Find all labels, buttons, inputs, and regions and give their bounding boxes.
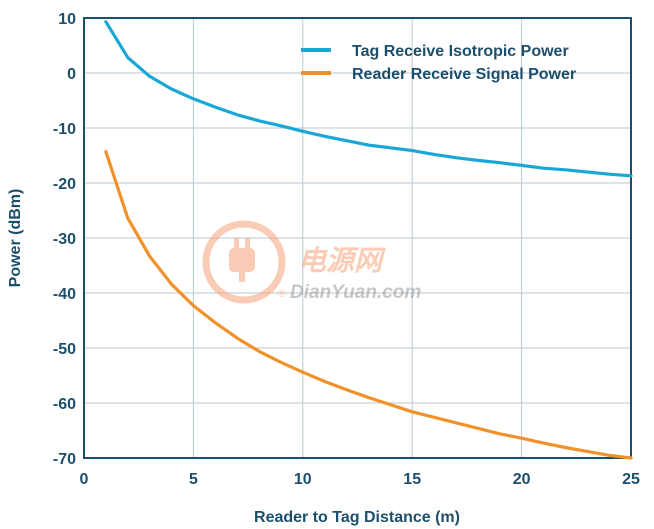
y-tick-label: 0 (67, 66, 76, 83)
y-axis-label: Power (dBm) (7, 189, 24, 288)
grid (83, 17, 632, 459)
y-tick-label: -50 (53, 341, 76, 358)
x-tick-label: 5 (189, 471, 198, 488)
series-line-reader-receive (104, 150, 633, 460)
y-tick-label: -40 (53, 286, 76, 303)
x-tick-label: 0 (80, 471, 89, 488)
y-tick-label: -70 (53, 451, 76, 468)
x-axis-label: Reader to Tag Distance (m) (254, 509, 460, 526)
legend: Tag Receive Isotropic Power Reader Recei… (301, 43, 576, 83)
y-tick-label: -60 (53, 396, 76, 413)
legend-label-reader-receive: Reader Receive Signal Power (352, 66, 576, 83)
x-tick-label: 10 (294, 471, 312, 488)
watermark-ring (202, 220, 286, 304)
x-tick-label: 20 (513, 471, 531, 488)
series-line-tag-receive (104, 20, 633, 178)
y-tick-label: 10 (58, 11, 76, 28)
plot-frame (83, 17, 632, 459)
y-tick-label: -30 (53, 231, 76, 248)
series-layer (104, 20, 633, 460)
x-tick-label: 15 (403, 471, 421, 488)
y-tick-label: -10 (53, 121, 76, 138)
legend-label-tag-receive: Tag Receive Isotropic Power (352, 43, 569, 60)
watermark: 电源网 ® DianYuan.com (202, 220, 421, 304)
registered-mark: ® (276, 287, 287, 300)
watermark-text-en: DianYuan.com (290, 282, 421, 303)
watermark-text-cn: 电源网 (298, 245, 386, 276)
x-tick-label: 25 (622, 471, 640, 488)
y-tick-label: -20 (53, 176, 76, 193)
power-plug-icon (229, 238, 255, 282)
tick-labels: 100-10-20-30-40-50-60-700 5 10 15 20 25 (53, 11, 640, 488)
